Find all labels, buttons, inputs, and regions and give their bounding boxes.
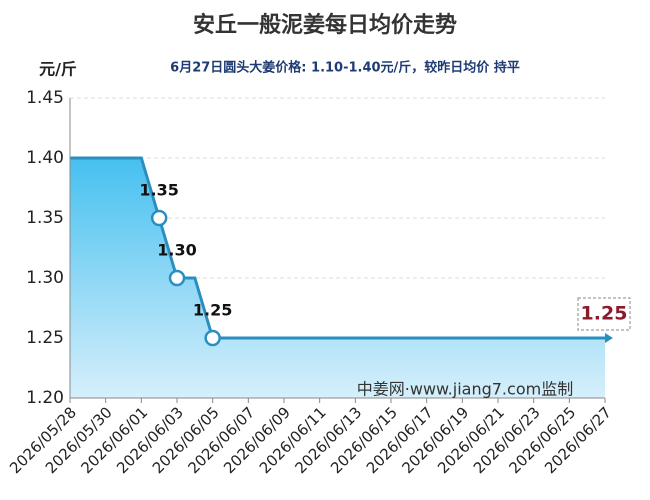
end-label: 1.25 (581, 303, 628, 325)
end-label-box (577, 297, 631, 331)
point (204, 329, 221, 347)
y-tick-label: 1.20 (26, 388, 64, 408)
value-label: 1.35 (139, 181, 178, 200)
y-unit: 元/斤 (39, 60, 77, 79)
watermark: 中姜网·www.jiang7.com监制 (357, 380, 573, 399)
y-tick-label: 1.25 (26, 328, 64, 348)
point (168, 269, 186, 287)
value-label: 1.25 (193, 301, 232, 320)
value-label: 1.30 (157, 241, 196, 260)
y-tick-label: 1.40 (26, 148, 64, 168)
subtitle: 6月27日圆头大姜价格: 1.10-1.40元/斤，较昨日均价 持平 (170, 60, 520, 76)
chart-title: 安丘一般泥姜每日均价走势 (193, 12, 457, 38)
point (150, 209, 168, 227)
y-tick-label: 1.35 (26, 208, 64, 228)
y-tick-label: 1.30 (26, 268, 64, 288)
line-arrow (605, 333, 613, 343)
y-tick-label: 1.45 (26, 88, 64, 108)
